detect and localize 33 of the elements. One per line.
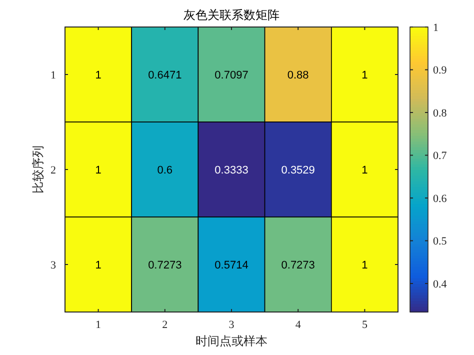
x-tick-label: 4 (295, 319, 302, 331)
x-axis-title: 时间点或样本 (196, 334, 268, 348)
color-bar-label: 0.6 (433, 192, 448, 205)
data-label: 1 (362, 260, 368, 272)
data-label: 0.7273 (281, 260, 315, 272)
x-tick-label: 2 (162, 319, 168, 331)
color-bar-label: 0.9 (433, 64, 448, 77)
data-label: 1 (362, 70, 368, 82)
data-label: 1 (95, 70, 102, 82)
data-label: 0.3333 (214, 164, 248, 176)
color-bar-label: 0.4 (433, 278, 448, 290)
data-label: 0.3529 (281, 164, 315, 176)
data-label: 1 (95, 260, 102, 272)
x-tick-label: 5 (362, 319, 368, 331)
color-bar-label: 1 (433, 22, 438, 34)
data-label: 0.7097 (214, 70, 248, 82)
color-bar-label: 0.7 (433, 150, 448, 162)
data-label: 1 (362, 164, 368, 176)
data-label: 0.6 (157, 164, 173, 176)
chart-title: 灰色关联系数矩阵 (184, 8, 280, 22)
data-label: 0.5714 (214, 260, 248, 272)
y-tick-label: 2 (50, 164, 56, 176)
color-bar-label: 0.8 (433, 107, 448, 120)
y-tick-label: 3 (50, 260, 56, 272)
x-tick-label: 1 (96, 319, 102, 331)
y-axis-title: 比较序列 (31, 146, 45, 194)
color-bar-label: 0.5 (433, 236, 448, 248)
data-label: 0.6471 (148, 70, 182, 82)
y-tick-label: 1 (50, 70, 56, 82)
data-label: 1 (95, 164, 102, 176)
data-label: 0.88 (287, 70, 309, 82)
x-tick-label: 3 (228, 319, 235, 331)
data-label: 0.7273 (148, 260, 182, 272)
